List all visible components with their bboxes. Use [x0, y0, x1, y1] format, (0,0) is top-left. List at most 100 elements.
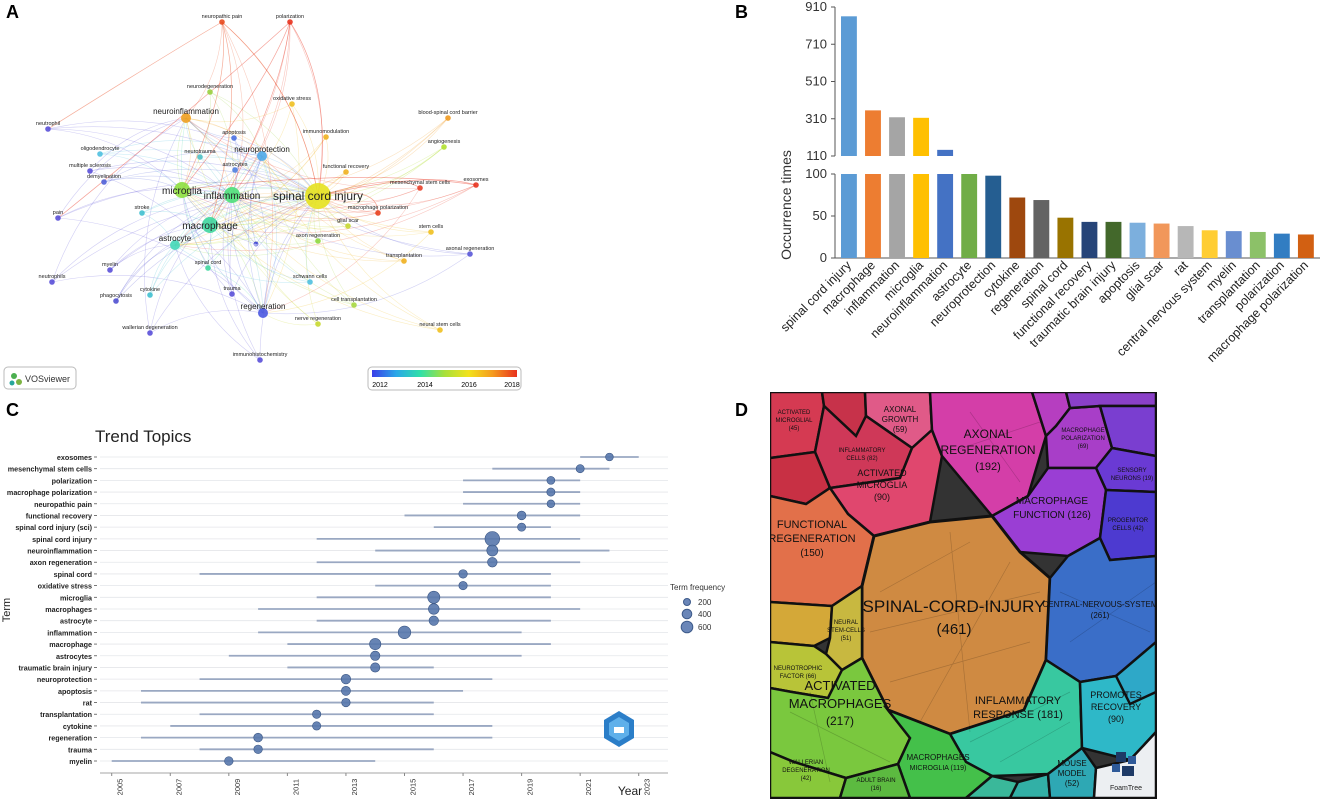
cell-adult-brain[interactable]: [838, 762, 912, 798]
trend-point[interactable]: [369, 638, 382, 651]
trend-point[interactable]: [340, 674, 352, 685]
bar-upper-segment[interactable]: [865, 110, 881, 156]
trend-point[interactable]: [546, 476, 556, 485]
network-node[interactable]: [315, 238, 321, 244]
network-node[interactable]: [45, 126, 51, 132]
bar[interactable]: [913, 174, 930, 258]
network-node[interactable]: [323, 134, 329, 140]
network-node[interactable]: [107, 267, 113, 273]
network-node[interactable]: [287, 19, 293, 25]
cell-progenitor-cells[interactable]: [1098, 488, 1156, 562]
network-node[interactable]: [257, 151, 267, 161]
network-node[interactable]: [307, 279, 313, 285]
bar[interactable]: [1225, 231, 1242, 258]
cell-small-left-2[interactable]: [770, 600, 834, 648]
network-node[interactable]: [441, 144, 447, 150]
bar[interactable]: [1177, 226, 1194, 258]
network-node[interactable]: [305, 183, 331, 209]
trend-point[interactable]: [458, 569, 468, 579]
bar[interactable]: [1057, 217, 1074, 258]
network-node[interactable]: [351, 302, 357, 308]
network-node[interactable]: [224, 187, 240, 203]
network-node[interactable]: [147, 292, 153, 298]
cell-small-right[interactable]: [1114, 640, 1156, 706]
network-node[interactable]: [401, 258, 407, 264]
trend-point[interactable]: [575, 464, 585, 474]
network-node[interactable]: [174, 182, 190, 198]
trend-point[interactable]: [517, 522, 527, 532]
network-node[interactable]: [207, 89, 213, 95]
cell-macrophages-microglia[interactable]: [884, 707, 995, 798]
network-node[interactable]: [49, 279, 55, 285]
trend-point[interactable]: [458, 581, 468, 591]
network-node[interactable]: [229, 291, 235, 297]
trend-point[interactable]: [516, 510, 527, 521]
network-node[interactable]: [253, 241, 259, 247]
bar[interactable]: [1201, 230, 1218, 258]
network-node[interactable]: [113, 298, 119, 304]
network-node[interactable]: [289, 101, 295, 107]
trend-point[interactable]: [253, 732, 263, 743]
network-node[interactable]: [257, 357, 263, 363]
network-node[interactable]: [445, 115, 451, 121]
bar[interactable]: [889, 174, 905, 258]
network-node[interactable]: [101, 179, 107, 185]
trend-point[interactable]: [428, 603, 440, 615]
trend-point[interactable]: [253, 744, 263, 754]
bar[interactable]: [1009, 197, 1026, 258]
network-node[interactable]: [147, 330, 153, 336]
bar[interactable]: [1249, 231, 1266, 258]
trend-point[interactable]: [486, 544, 499, 557]
network-node[interactable]: [258, 308, 268, 318]
network-node[interactable]: [219, 19, 225, 25]
bar[interactable]: [1273, 233, 1290, 258]
bar[interactable]: [985, 175, 1002, 258]
network-node[interactable]: [205, 265, 211, 271]
bar[interactable]: [1081, 221, 1098, 258]
network-node[interactable]: [315, 321, 321, 327]
network-node[interactable]: [139, 210, 145, 216]
cell-promotes-differentiation[interactable]: [1098, 404, 1156, 458]
bar[interactable]: [961, 174, 978, 258]
bar[interactable]: [865, 174, 881, 258]
network-node[interactable]: [417, 185, 423, 191]
bar-upper-segment[interactable]: [841, 16, 857, 156]
bar[interactable]: [841, 174, 857, 258]
network-node[interactable]: [55, 215, 61, 221]
trend-point[interactable]: [546, 499, 556, 508]
trend-point[interactable]: [397, 625, 412, 639]
trend-point[interactable]: [484, 531, 500, 547]
trend-point[interactable]: [370, 650, 381, 661]
trend-point[interactable]: [370, 662, 381, 673]
network-node[interactable]: [473, 182, 479, 188]
bar-upper-segment[interactable]: [937, 149, 954, 156]
bar-upper-segment[interactable]: [889, 117, 905, 156]
network-node[interactable]: [231, 135, 237, 141]
network-node[interactable]: [181, 113, 191, 123]
trend-point[interactable]: [341, 697, 351, 708]
bar[interactable]: [1297, 234, 1314, 258]
trend-point[interactable]: [224, 756, 234, 766]
trend-point[interactable]: [487, 557, 498, 568]
network-node[interactable]: [97, 151, 103, 157]
bar[interactable]: [937, 174, 954, 258]
network-node[interactable]: [232, 167, 238, 173]
bar-upper-segment[interactable]: [913, 117, 930, 156]
network-node[interactable]: [428, 229, 434, 235]
network-node[interactable]: [437, 327, 443, 333]
trend-point[interactable]: [312, 721, 322, 731]
trend-point[interactable]: [312, 709, 322, 719]
network-node[interactable]: [170, 240, 180, 250]
network-node[interactable]: [197, 154, 203, 160]
bar[interactable]: [1033, 200, 1050, 258]
bar[interactable]: [1129, 222, 1146, 258]
trend-point[interactable]: [428, 615, 439, 626]
trend-point[interactable]: [605, 452, 614, 462]
trend-point[interactable]: [341, 685, 351, 696]
network-node[interactable]: [87, 168, 93, 174]
bar[interactable]: [1153, 223, 1170, 258]
trend-point[interactable]: [427, 590, 441, 604]
network-node[interactable]: [375, 210, 381, 216]
bar[interactable]: [1105, 221, 1122, 258]
network-node[interactable]: [343, 169, 349, 175]
